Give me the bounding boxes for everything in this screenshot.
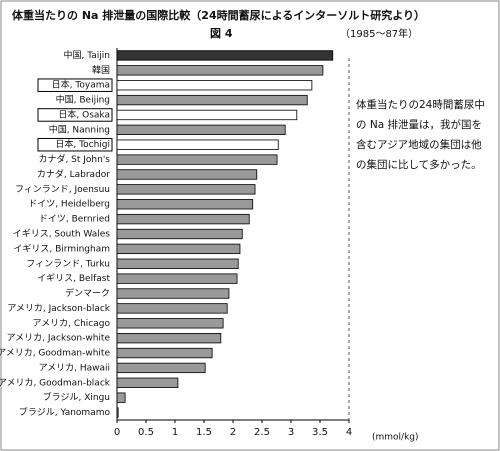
y-tick-label: イギリス, Belfast (37, 273, 110, 284)
y-tick-label: フィンランド, Joensuu (15, 184, 110, 195)
y-tick-label: ドイツ, Bernried (39, 215, 110, 225)
x-tick-label: 4 (346, 427, 352, 438)
bar (116, 347, 213, 359)
bar (116, 288, 230, 299)
bar (116, 377, 179, 388)
bar (116, 139, 279, 150)
y-tick-label: アメリカ, Hawaii (39, 362, 110, 373)
y-tick-label: 中国, Beijing (56, 94, 110, 106)
y-tick-label: 韓国 (92, 65, 110, 76)
note-line: の集団に比して多かった。 (356, 158, 482, 171)
y-tick-label: アメリカ, Jackson-black (7, 303, 110, 314)
y-tick-label: カナダ, Labrador (37, 168, 110, 180)
y-tick-label: イギリス, South Wales (13, 229, 111, 240)
y-tick-label: 中国, Nanning (49, 123, 110, 135)
chart-subtitle: 図 4 (210, 26, 233, 40)
x-tick-label: 1.5 (196, 427, 212, 438)
y-tick-label: ブラジル, Yanomamo (19, 406, 111, 418)
y-tick-label: 日本, Tochigi (55, 138, 110, 150)
y-tick-label: 中国, Taijin (64, 49, 110, 61)
y-tick-label: ドイツ, Heidelberg (28, 200, 110, 210)
label-box (37, 78, 113, 92)
x-tick-label: 0.5 (138, 427, 154, 438)
bar (116, 392, 126, 403)
x-tick-label: 0 (114, 427, 120, 438)
y-tick-label: イギリス, Birmingham (13, 243, 110, 254)
y-tick-label: アメリカ, Goodman-black (0, 377, 111, 388)
bar (116, 228, 243, 240)
y-tick-label: アメリカ, Jackson-white (7, 333, 111, 344)
bar (116, 273, 238, 284)
bar (116, 80, 313, 91)
note-line: 体重当たりの24時間蓄尿中 (356, 98, 485, 111)
bar (116, 258, 239, 269)
x-tick-label: 3.5 (312, 427, 328, 438)
y-tick-label: フィンランド, Turku (26, 258, 110, 269)
bar (116, 362, 206, 374)
bar (116, 213, 250, 225)
y-tick-label: 日本, Toyama (52, 79, 110, 91)
y-tick-label: アメリカ, Chicago (33, 318, 111, 329)
bar (116, 65, 324, 76)
bar (116, 50, 334, 61)
bar (116, 169, 258, 180)
x-tick-label: 2 (230, 427, 236, 438)
bar (116, 407, 119, 418)
period: （1985～87年） (340, 27, 418, 40)
y-tick-label: アメリカ, Goodman-white (0, 348, 110, 359)
label-box (37, 108, 113, 122)
y-tick-label: デンマーク (65, 287, 110, 299)
bar (116, 94, 308, 106)
x-tick-label: 2.5 (254, 427, 270, 438)
y-tick-label: ブラジル, Xingu (43, 391, 110, 403)
x-tick-label: 3 (288, 427, 294, 438)
bar (116, 243, 241, 255)
bar (116, 332, 222, 344)
y-tick-label: カナダ, St John's (38, 153, 110, 165)
bar (116, 199, 254, 210)
x-axis-label: (mmol/kg) (372, 433, 419, 443)
bar (116, 124, 286, 136)
x-tick-label: 1 (172, 427, 178, 438)
bar (116, 184, 256, 195)
chart-title: 体重当たりの Na 排泄量の国際比較（24時間蓄尿によるインターソルト研究より） (12, 8, 425, 22)
y-tick-label: 日本, Osaka (58, 108, 110, 120)
label-box (37, 137, 113, 152)
bar (116, 318, 224, 329)
note-line: 含むアジア地域の集団は他 (356, 138, 482, 151)
bar (116, 109, 298, 121)
bar (116, 303, 228, 314)
note-line: の Na 排泄量は，我が国を (356, 118, 482, 131)
bar (116, 154, 278, 165)
